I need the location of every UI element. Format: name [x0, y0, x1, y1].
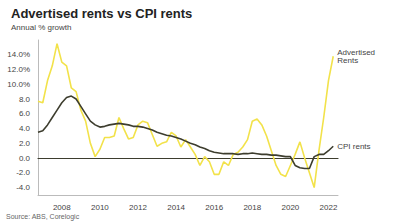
svg-text:Source: ABS, Corelogic: Source: ABS, Corelogic — [6, 213, 80, 221]
svg-text:4.0: 4.0 — [19, 124, 31, 133]
svg-text:2020: 2020 — [281, 203, 299, 212]
svg-text:Annual % growth: Annual % growth — [11, 23, 71, 32]
svg-text:2.0: 2.0 — [19, 139, 31, 148]
svg-text:CPI rents: CPI rents — [337, 142, 370, 151]
svg-text:10.0%: 10.0% — [7, 80, 30, 89]
svg-text:2012: 2012 — [129, 203, 147, 212]
svg-text:12.0%: 12.0% — [7, 65, 30, 74]
svg-text:2010: 2010 — [91, 203, 109, 212]
svg-text:0.0: 0.0 — [19, 154, 31, 163]
svg-text:2018: 2018 — [243, 203, 261, 212]
svg-text:2016: 2016 — [205, 203, 223, 212]
svg-text:2022: 2022 — [320, 203, 338, 212]
svg-text:Advertised: Advertised — [337, 47, 378, 57]
svg-text:2014: 2014 — [167, 203, 185, 212]
svg-text:14.0%: 14.0% — [7, 50, 30, 59]
svg-text:-4.0: -4.0 — [16, 183, 30, 192]
svg-text:8.0: 8.0 — [19, 95, 31, 104]
svg-text:Rents: Rents — [337, 56, 358, 65]
svg-text:Advertised rents vs CPI rents: Advertised rents vs CPI rents — [11, 6, 192, 21]
svg-text:6.0: 6.0 — [19, 109, 31, 118]
svg-text:-2.0: -2.0 — [16, 168, 30, 177]
svg-text:2008: 2008 — [53, 203, 71, 212]
